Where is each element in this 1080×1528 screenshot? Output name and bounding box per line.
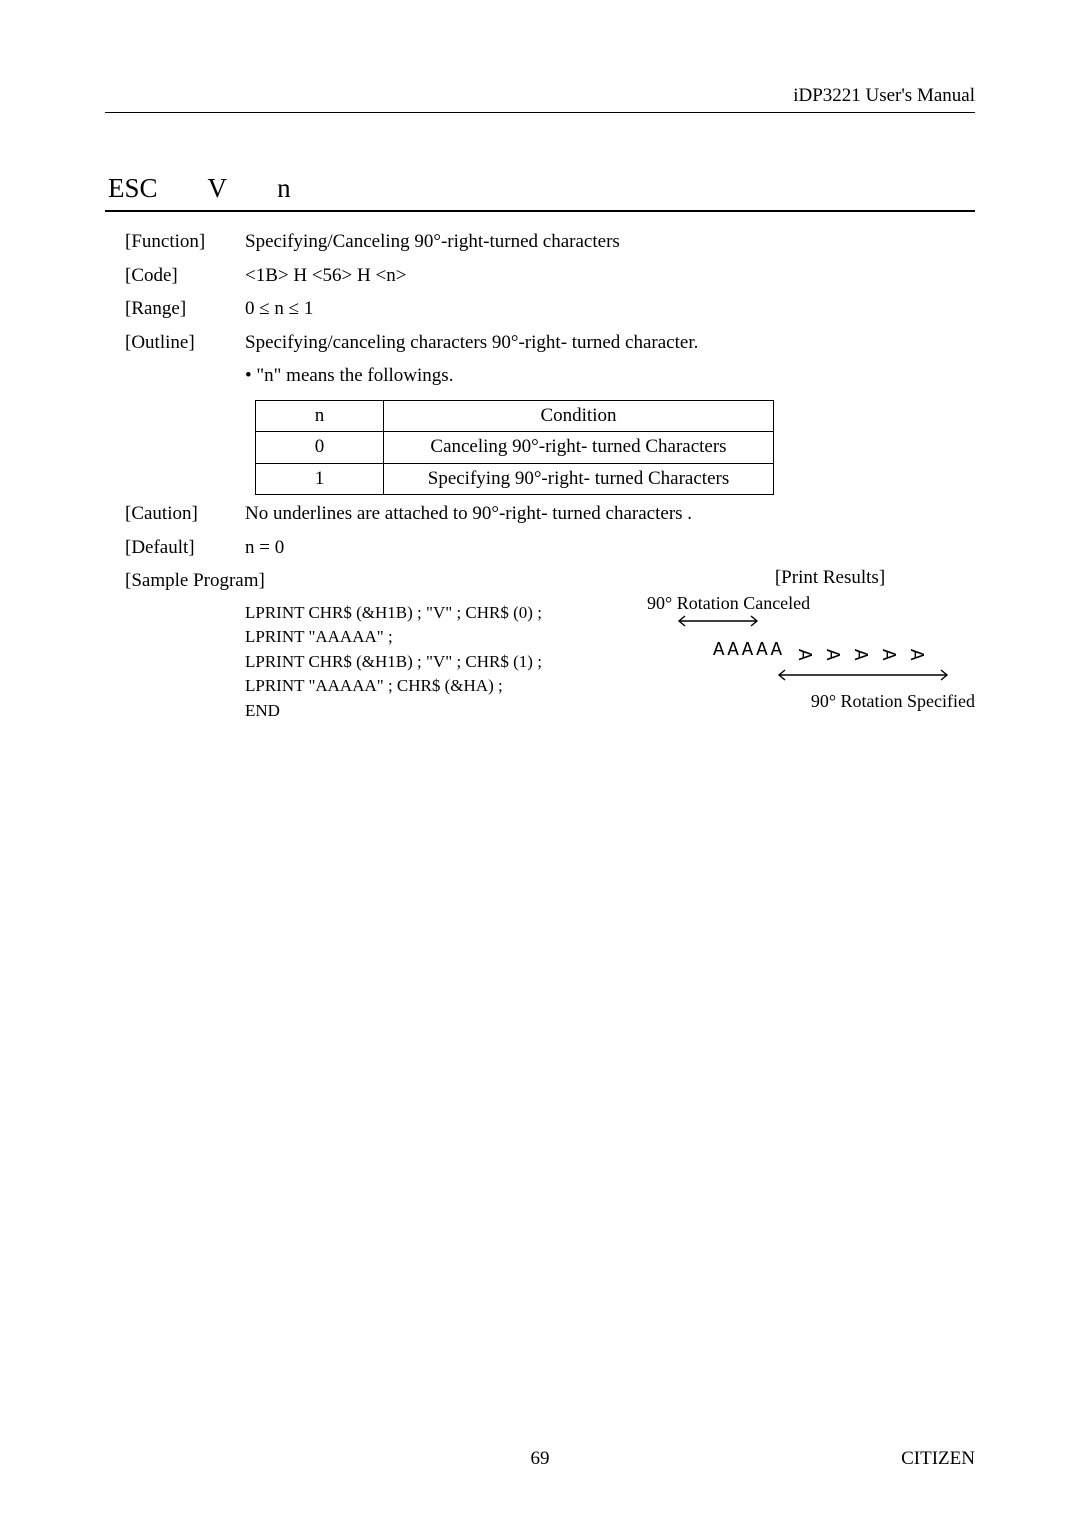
code-line-1: LPRINT "AAAAA" ;	[245, 625, 542, 650]
th-n: n	[256, 400, 384, 432]
function-value: Specifying/Canceling 90°-right-turned ch…	[245, 228, 975, 257]
code-value: <1B> H <56> H <n>	[245, 262, 975, 291]
td-cond-0: Canceling 90°-right- turned Characters	[384, 432, 774, 464]
outline-row: [Outline] Specifying/canceling character…	[125, 329, 975, 358]
cmd-part-esc: ESC	[108, 173, 158, 203]
sample-output: AAAAA A A A A A 90° Ro	[713, 639, 975, 719]
caution-row: [Caution] No underlines are attached to …	[125, 500, 975, 529]
header-area: iDP3221 User's Manual	[105, 85, 975, 113]
code-line-2: LPRINT CHR$ (&H1B) ; "V" ; CHR$ (1) ;	[245, 650, 542, 675]
sample-left-col: [Sample Program] LPRINT CHR$ (&H1B) ; "V…	[125, 567, 542, 724]
function-label: [Function]	[125, 228, 245, 257]
page-number: 69	[531, 1448, 550, 1470]
rot-a-2: A	[821, 649, 843, 661]
default-label: [Default]	[125, 534, 245, 563]
cmd-part-v: V	[208, 173, 227, 203]
sample-label: [Sample Program]	[125, 567, 285, 596]
sample-program-code: LPRINT CHR$ (&H1B) ; "V" ; CHR$ (0) ; LP…	[125, 601, 542, 724]
default-value: n = 0	[245, 534, 975, 563]
sample-area: [Sample Program] LPRINT CHR$ (&H1B) ; "V…	[125, 567, 975, 724]
code-label: [Code]	[125, 262, 245, 291]
td-n-0: 0	[256, 432, 384, 464]
outline-row2: • "n" means the followings.	[125, 362, 975, 391]
code-row: [Code] <1B> H <56> H <n>	[125, 262, 975, 291]
rot-a-5: A	[905, 649, 927, 661]
outline-value2: • "n" means the followings.	[245, 362, 975, 391]
td-n-1: 1	[256, 463, 384, 495]
command-title: ESC V n	[105, 173, 975, 212]
caution-label: [Caution]	[125, 500, 245, 529]
arrow-short	[655, 614, 975, 633]
range-label: [Range]	[125, 295, 245, 324]
condition-table: n Condition 0 Canceling 90°-right- turne…	[255, 400, 774, 496]
td-cond-1: Specifying 90°-right- turned Characters	[384, 463, 774, 495]
brand-name: CITIZEN	[901, 1448, 975, 1470]
code-line-0: LPRINT CHR$ (&H1B) ; "V" ; CHR$ (0) ;	[245, 601, 542, 626]
cmd-part-n: n	[277, 173, 291, 203]
rot-a-4: A	[877, 649, 899, 661]
rot-a-3: A	[849, 649, 871, 661]
code-line-3: LPRINT "AAAAA" ; CHR$ (&HA) ;	[245, 674, 542, 699]
range-row: [Range] 0 ≤ n ≤ 1	[125, 295, 975, 324]
function-row: [Function] Specifying/Canceling 90°-righ…	[125, 228, 975, 257]
print-results-label: [Print Results]	[685, 567, 975, 589]
arrow-long	[773, 668, 975, 687]
rotation-canceled-label: 90° Rotation Canceled	[647, 593, 975, 614]
manual-title: iDP3221 User's Manual	[793, 85, 975, 106]
table-row-0: 0 Canceling 90°-right- turned Characters	[256, 432, 774, 464]
footer: 69 CITIZEN	[105, 1448, 975, 1470]
code-line-4: END	[245, 699, 542, 724]
range-value: 0 ≤ n ≤ 1	[245, 295, 975, 324]
print-results-area: [Print Results] 90° Rotation Canceled AA…	[655, 567, 975, 724]
sample-text: AAAAA	[713, 639, 785, 661]
table-row: n Condition 0 Canceling 90°-right- turne…	[125, 396, 975, 496]
outline-label: [Outline]	[125, 329, 245, 358]
default-row: [Default] n = 0	[125, 534, 975, 563]
table-row-1: 1 Specifying 90°-right- turned Character…	[256, 463, 774, 495]
content-area: [Function] Specifying/Canceling 90°-righ…	[105, 228, 975, 724]
th-cond: Condition	[384, 400, 774, 432]
outline-value1: Specifying/canceling characters 90°-righ…	[245, 329, 975, 358]
rot-a-1: A	[793, 649, 815, 661]
rotation-specified-label: 90° Rotation Specified	[713, 691, 975, 712]
caution-value: No underlines are attached to 90°-right-…	[245, 500, 975, 529]
